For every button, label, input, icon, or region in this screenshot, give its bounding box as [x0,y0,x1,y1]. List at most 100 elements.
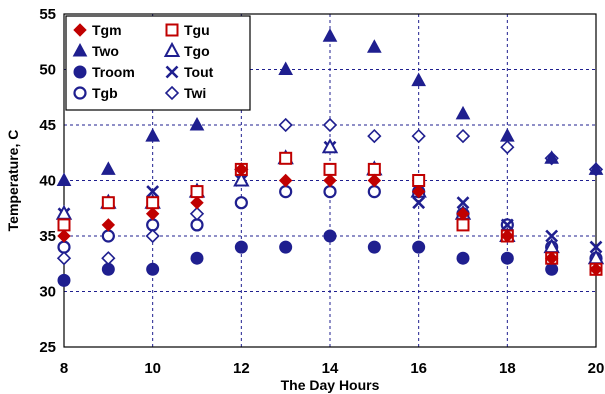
point-tgb [101,229,115,243]
point-tgb [146,218,160,232]
point-tgm [367,173,382,188]
point-troom [456,251,470,265]
point-troom [500,251,514,265]
point-twi [500,140,515,155]
point-tgu [367,162,381,176]
data-points [55,28,605,287]
point-tgu [412,174,426,187]
point-troom [190,251,204,265]
y-tick-label: 35 [39,228,56,245]
legend-marker-tout [165,65,179,79]
point-two [189,116,205,131]
point-tgu [323,162,337,176]
point-tgo [233,171,250,187]
legend: Tgm Tgu Two Tgo Troom Tout Tgb Twi [65,15,251,111]
point-tgb [190,218,204,232]
legend-box [65,15,251,111]
y-tick-label: 55 [39,6,56,23]
series-two [56,28,604,186]
point-tgu [57,218,71,232]
x-tick-label: 18 [499,360,516,377]
y-tick-label: 45 [39,117,56,134]
x-tick-label: 10 [144,360,161,377]
point-two [588,161,604,175]
x-axis-ticks: 8 10 12 14 16 18 20 [60,360,605,377]
point-two [56,172,72,186]
point-two [100,161,116,175]
point-tgu [456,218,470,232]
point-two [145,128,161,142]
point-troom [234,240,248,254]
point-tgm [500,229,515,243]
x-tick-label: 20 [588,360,605,377]
point-two [544,150,560,164]
point-tgm [456,207,470,221]
point-tgm [101,218,116,232]
y-tick-label: 30 [39,284,56,301]
y-tick-label: 50 [39,62,56,79]
point-two [278,61,294,75]
point-twi [322,117,338,133]
y-axis-label: Temperature, C [5,130,21,232]
legend-marker-tgu [165,23,179,37]
point-twi [189,206,205,221]
point-twi [145,228,160,244]
x-tick-label: 16 [410,360,427,377]
x-tick-label: 14 [322,360,339,377]
point-tgm [411,184,426,199]
legend-marker-tgo [163,41,181,57]
point-tout [500,218,514,232]
point-two [411,72,427,87]
point-tgm [190,195,204,210]
point-tgu [190,185,204,199]
point-two [499,128,515,142]
legend-label-tgm: Tgm [92,22,122,38]
y-tick-label: 40 [39,173,56,190]
point-tgm [323,173,337,188]
legend-marker-tgb [73,86,87,100]
legend-label-twi: Twi [184,85,206,101]
point-tgb [234,196,248,210]
point-tgm [589,262,603,277]
point-tgm [234,162,249,177]
legend-label-tout: Tout [184,64,214,80]
series-troom [57,229,603,287]
point-two [322,28,338,42]
point-tout [456,196,470,210]
point-twi [411,128,426,144]
legend-marker-two [72,42,88,57]
legend-label-tgb: Tgb [92,85,118,101]
legend-marker-twi [164,85,180,101]
legend-marker-tgm [73,23,87,37]
point-tgb [367,185,381,199]
point-tgu [146,196,160,210]
point-twi [455,128,471,144]
legend-marker-troom [73,65,87,79]
point-troom [279,240,293,254]
point-tgo [321,138,339,154]
legend-label-tgu: Tgu [184,22,210,38]
x-tick-label: 8 [60,360,68,377]
point-tgb [279,185,293,199]
point-two [455,105,471,120]
y-axis-ticks: 25 30 35 40 45 50 55 [39,6,56,356]
point-troom [545,262,559,276]
point-tout [589,240,603,254]
point-tgb [323,185,337,199]
x-axis-label: The Day Hours [281,377,380,393]
point-troom [146,262,160,276]
point-twi [278,117,293,133]
point-two [366,39,382,53]
point-tgm [544,251,559,265]
point-tout [545,229,559,243]
point-tgu [101,196,115,210]
legend-label-two: Two [92,43,119,59]
point-tgm [145,207,160,221]
legend-label-tgo: Tgo [184,43,210,59]
point-tgb [57,240,71,254]
point-tgm [278,173,293,188]
point-troom [323,229,337,243]
point-troom [412,240,426,254]
point-tgu [279,151,293,165]
